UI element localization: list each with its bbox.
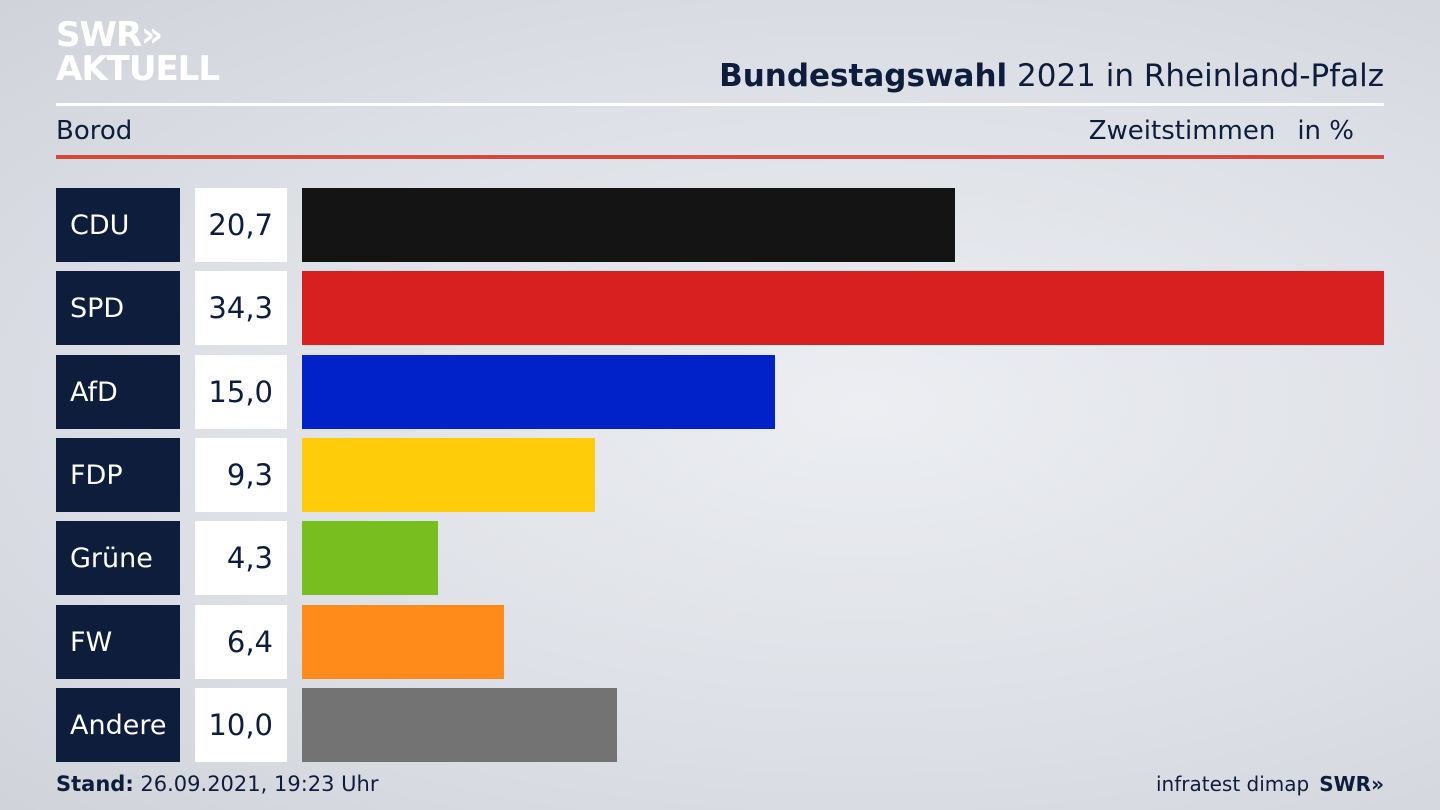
swr-logo: SWR»	[1319, 772, 1384, 796]
logo-line1: SWR»	[56, 15, 163, 55]
value-label: 9,3	[195, 438, 287, 512]
value-label: 10,0	[195, 688, 287, 762]
party-label: FW	[56, 605, 180, 679]
accent-divider	[56, 155, 1384, 159]
swr-aktuell-logo: SWR» AKTUELL	[56, 15, 220, 89]
bar-fw	[302, 605, 504, 679]
party-label: Andere	[56, 688, 180, 762]
source-name: infratest dimap	[1156, 772, 1310, 796]
bar-andere	[302, 688, 618, 762]
party-label: AfD	[56, 355, 180, 429]
value-label: 20,7	[195, 188, 287, 262]
bar-spd	[302, 271, 1384, 345]
source: infratest dimap SWR»	[1156, 772, 1384, 796]
unit: in %	[1297, 116, 1354, 146]
bar-fdp	[302, 438, 596, 512]
measure-label: Zweitstimmen in %	[1089, 116, 1354, 146]
value-label: 15,0	[195, 355, 287, 429]
party-label: Grüne	[56, 521, 180, 595]
bar-afd	[302, 355, 776, 429]
value-label: 34,3	[195, 271, 287, 345]
party-label: FDP	[56, 438, 180, 512]
bar-grüne	[302, 521, 438, 595]
value-label: 6,4	[195, 605, 287, 679]
party-label: CDU	[56, 188, 180, 262]
bar-cdu	[302, 188, 955, 262]
logo-line2: AKTUELL	[56, 49, 220, 89]
title-rest: 2021 in Rheinland-Pfalz	[1007, 58, 1384, 94]
chart-title: Bundestagswahl 2021 in Rheinland-Pfalz	[719, 58, 1384, 94]
stand-label: Stand:	[56, 772, 134, 796]
measure: Zweitstimmen	[1088, 116, 1276, 146]
divider	[56, 103, 1384, 106]
stand-value: 26.09.2021, 19:23 Uhr	[133, 772, 379, 796]
party-label: SPD	[56, 271, 180, 345]
region-name: Borod	[56, 116, 133, 146]
title-bold: Bundestagswahl	[719, 58, 1008, 94]
timestamp: Stand: 26.09.2021, 19:23 Uhr	[56, 772, 379, 796]
value-label: 4,3	[195, 521, 287, 595]
